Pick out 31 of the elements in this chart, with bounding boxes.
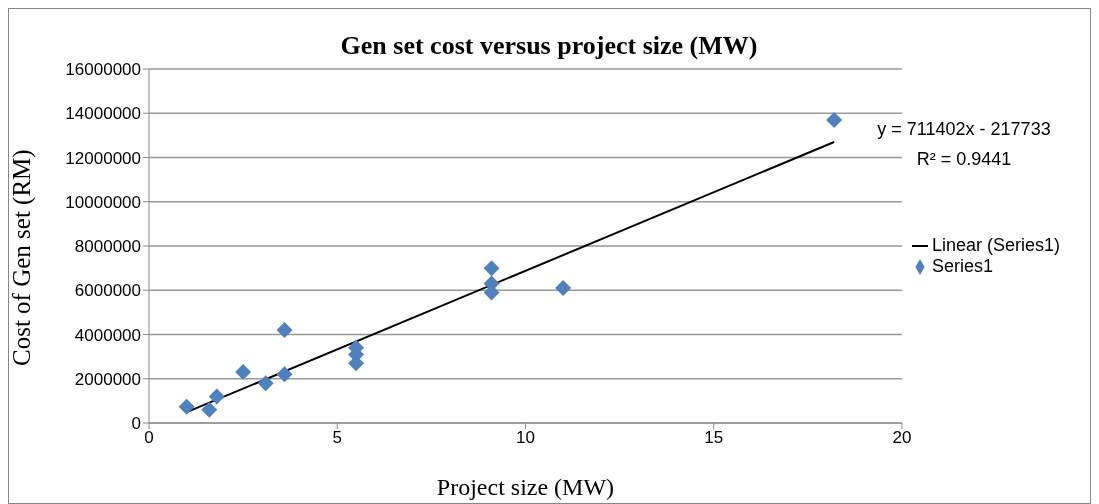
x-tick-label: 20	[892, 428, 912, 448]
y-tick-label: 16000000	[65, 60, 141, 80]
point	[555, 280, 572, 297]
annotation: y = 711402x - 217733	[877, 119, 1051, 139]
x-tick-label: 10	[516, 428, 535, 448]
point	[235, 364, 252, 381]
y-tick-label: 6000000	[74, 281, 141, 301]
y-tick-label: 8000000	[74, 237, 141, 257]
point	[276, 322, 293, 339]
y-tick-label: 0	[131, 414, 141, 434]
x-tick-label: 15	[704, 428, 724, 448]
y-tick-label: 2000000	[74, 369, 141, 389]
legend-label: Series1	[931, 256, 993, 276]
x-tick-label: 5	[332, 428, 342, 448]
y-tick-label: 10000000	[65, 192, 141, 212]
point	[208, 388, 225, 405]
point	[826, 111, 843, 128]
y-tick-label: 14000000	[65, 104, 141, 124]
y-axis-title: Cost of Gen set (RM)	[7, 149, 36, 366]
point	[201, 401, 218, 418]
point	[483, 260, 500, 277]
point	[178, 398, 195, 415]
point	[257, 375, 274, 392]
point	[276, 366, 293, 383]
text: R² = 0.9441	[916, 149, 1012, 169]
x-tick-label: 0	[144, 428, 154, 448]
x-axis-title: Project size (MW)	[436, 474, 615, 500]
y-tick-label: 12000000	[65, 148, 141, 168]
chart-title: Gen set cost versus project size (MW)	[340, 31, 758, 60]
legend-label: Linear (Series1)	[931, 235, 1060, 255]
y-tick-label: 4000000	[74, 325, 141, 345]
